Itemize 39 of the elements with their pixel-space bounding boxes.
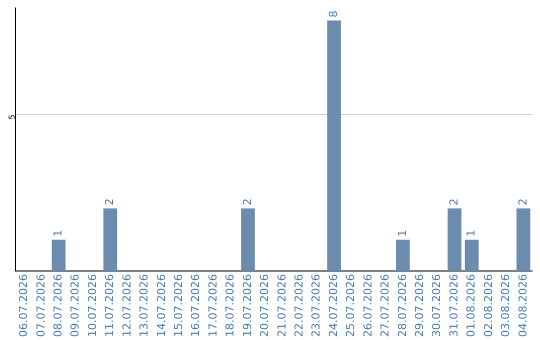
data-label: 2 (516, 198, 530, 206)
x-tick-label: 31.07.2026 (447, 274, 460, 338)
x-tick-label: 17.07.2026 (206, 274, 220, 338)
y-tick-label: 5 (8, 114, 17, 120)
x-tick-label: 07.07.2026 (34, 274, 48, 338)
x-tick-label: 24.07.2026 (326, 274, 340, 338)
x-tick-label: 11.07.2026 (103, 274, 116, 338)
x-tick-label: 09.07.2026 (68, 274, 82, 338)
data-label: 1 (464, 230, 478, 237)
x-tick-label: 25.07.2026 (344, 274, 358, 338)
x-tick-label: 02.08.2026 (482, 274, 495, 338)
x-tick-label: 23.07.2026 (310, 274, 323, 338)
x-tick-label: 01.08.2026 (464, 274, 478, 338)
x-tick-label: 22.07.2026 (292, 274, 306, 338)
x-tick-label: 15.07.2026 (172, 274, 185, 338)
x-tick-label: 21.07.2026 (275, 274, 288, 338)
data-label: 1 (51, 230, 64, 237)
x-tick-label: 29.07.2026 (412, 274, 426, 338)
x-tick-label: 19.07.2026 (240, 274, 254, 338)
x-tick-label: 28.07.2026 (396, 274, 409, 338)
x-tick-label: 27.07.2026 (378, 274, 392, 338)
x-tick-label: 18.07.2026 (224, 274, 237, 338)
x-tick-label: 08.07.2026 (51, 274, 64, 338)
x-tick-label: 13.07.2026 (138, 274, 151, 338)
x-tick-label: 12.07.2026 (120, 274, 134, 338)
data-label: 2 (447, 198, 460, 206)
x-tick-label: 30.07.2026 (430, 274, 444, 338)
data-label: 2 (240, 198, 254, 206)
x-tick-label: 14.07.2026 (154, 274, 168, 338)
data-label: 8 (326, 10, 340, 18)
x-tick-label: 10.07.2026 (86, 274, 99, 338)
x-tick-label: 20.07.2026 (258, 274, 272, 338)
x-tick-label: 03.08.2026 (499, 274, 512, 338)
x-tick-label: 04.08.2026 (516, 274, 530, 338)
x-tick-label: 26.07.2026 (361, 274, 374, 338)
data-label: 1 (396, 230, 409, 237)
data-label: 2 (103, 198, 116, 206)
x-tick-label: 16.07.2026 (189, 274, 202, 338)
x-tick-label: 06.07.2026 (17, 274, 30, 338)
